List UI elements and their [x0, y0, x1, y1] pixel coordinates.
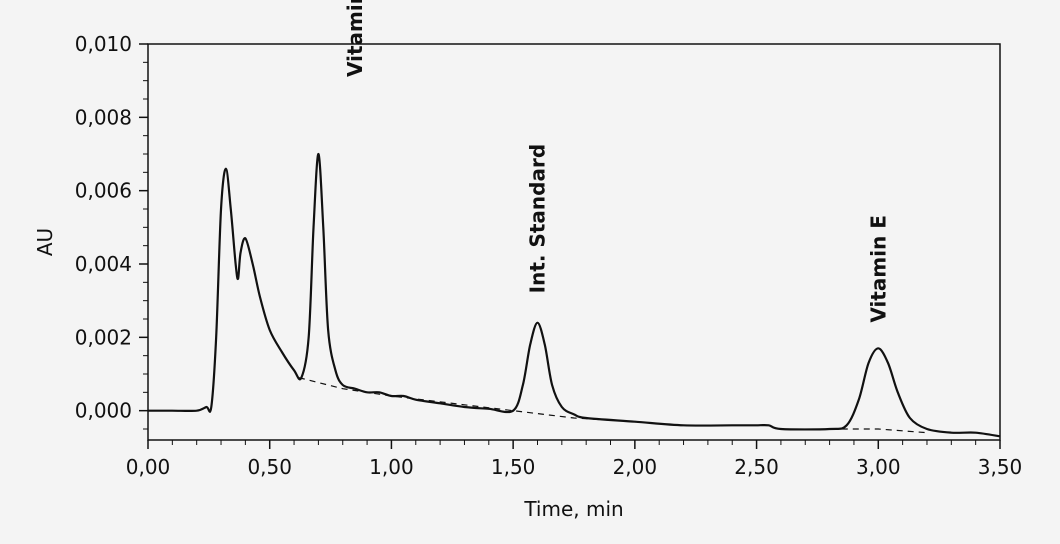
x-tick-label: 1,50: [491, 455, 536, 479]
chart-series: [148, 152, 1001, 438]
chromatogram-trace: [148, 152, 1001, 438]
x-tick-label: 2,00: [613, 455, 658, 479]
plot-frame: [147, 43, 1001, 441]
peak-label: Int. Standard: [525, 144, 549, 294]
x-tick-label: 0,00: [126, 455, 171, 479]
y-tick-label: 0,010: [75, 32, 132, 56]
x-axis-title: Time, min: [523, 497, 623, 521]
peak-label: Vitamin A: [343, 0, 367, 77]
y-tick-label: 0,006: [75, 179, 132, 203]
x-tick-label: 3,00: [856, 455, 901, 479]
chart-axes: 0,00 0,50 1,00 1,50 2,00 2,50 3,00 3,50 0,000 0,0…: [75, 32, 1023, 479]
peak-label: Vitamin E: [866, 215, 890, 323]
x-tick-label: 1,00: [369, 455, 414, 479]
chart-peak-labels: Vitamin A Int. Standard Vitamin E: [343, 0, 890, 323]
x-tick-label: 0,50: [247, 455, 292, 479]
x-tick-label: 3,50: [978, 455, 1023, 479]
y-tick-label: 0,002: [75, 325, 132, 349]
x-tick-label: 2,50: [734, 455, 779, 479]
baseline-dashed: [841, 428, 928, 434]
y-tick-label: 0,008: [75, 105, 132, 129]
y-tick-label: 0,004: [75, 252, 132, 276]
baseline-dashed: [298, 377, 635, 423]
y-axis-title: AU: [33, 228, 57, 256]
y-tick-label: 0,000: [75, 399, 132, 423]
